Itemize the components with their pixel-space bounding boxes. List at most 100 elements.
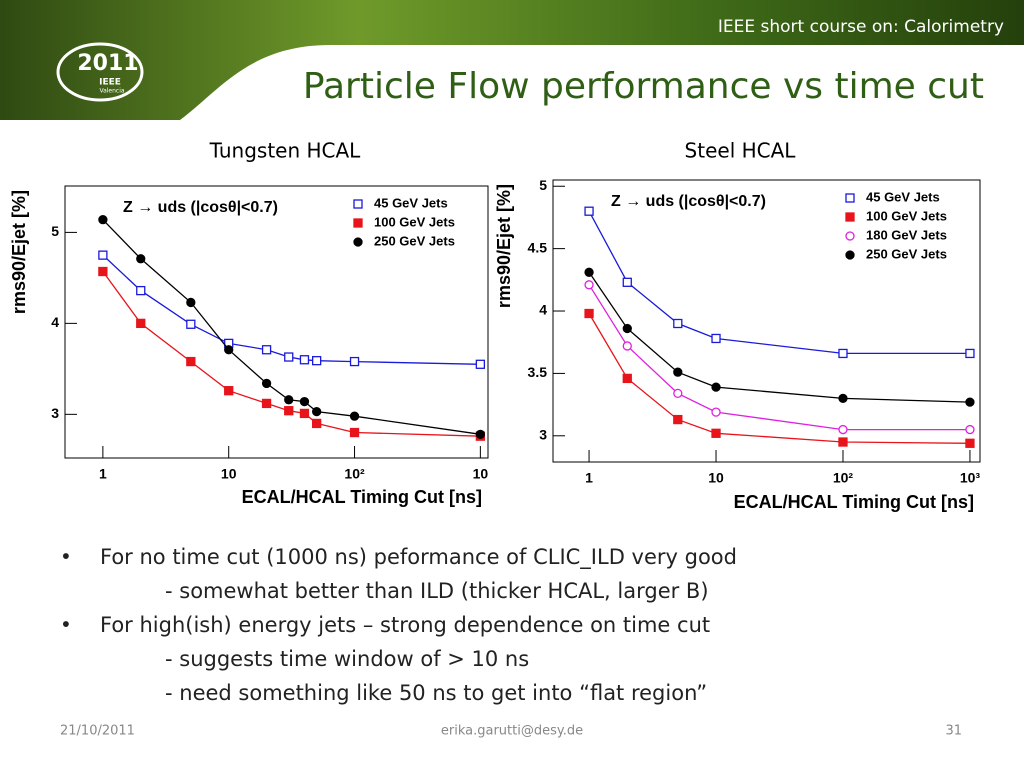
marker xyxy=(261,378,272,389)
sub-bullet: - suggests time window of > 10 ns xyxy=(165,647,529,671)
marker xyxy=(261,345,272,355)
marker xyxy=(299,355,310,365)
marker xyxy=(673,318,683,329)
marker xyxy=(349,411,360,421)
marker xyxy=(965,438,975,448)
series-line xyxy=(588,284,970,431)
chart-title: Steel HCAL xyxy=(685,139,797,163)
marker xyxy=(622,341,632,351)
legend-label: 250 GeV Jets xyxy=(866,246,947,261)
annotation: Z → uds (|cosθ|<0.7) xyxy=(123,199,278,216)
marker xyxy=(349,356,360,367)
y-tick-label: 3 xyxy=(539,426,547,442)
marker xyxy=(673,414,683,425)
marker xyxy=(186,297,196,308)
x-tick-label: 1 xyxy=(99,466,107,482)
marker xyxy=(584,206,594,216)
marker xyxy=(312,418,322,429)
marker xyxy=(965,397,975,407)
legend-marker xyxy=(845,193,855,203)
x-tick-label: 10² xyxy=(344,466,365,482)
sub-bullet: - need something like 50 ns to get into … xyxy=(165,681,707,705)
legend-label: 100 GeV Jets xyxy=(866,208,947,223)
marker xyxy=(98,250,108,260)
y-axis-label: rms90/Ejet [%] xyxy=(9,190,29,314)
legend-marker xyxy=(845,250,855,260)
marker xyxy=(711,428,721,438)
marker xyxy=(136,285,146,296)
bullet: For no time cut (1000 ns) peformance of … xyxy=(100,545,737,570)
marker xyxy=(622,323,632,334)
marker xyxy=(224,386,234,396)
x-axis-label: ECAL/HCAL Timing Cut [ns] xyxy=(734,492,974,512)
marker xyxy=(622,373,632,384)
series-line xyxy=(588,271,970,403)
sub-bullet: - somewhat better than ILD (thicker HCAL… xyxy=(165,579,709,603)
marker xyxy=(284,406,294,416)
marker xyxy=(312,356,322,366)
marker xyxy=(965,424,975,435)
annotation: Z → uds (|cosθ|<0.7) xyxy=(611,193,766,210)
series-line xyxy=(102,271,481,437)
y-tick-label: 5 xyxy=(51,223,59,239)
marker xyxy=(838,424,848,435)
x-tick-label: 10 xyxy=(708,470,724,486)
legend-marker xyxy=(353,199,363,209)
series-line xyxy=(102,254,481,365)
marker xyxy=(186,356,196,367)
y-axis-label: rms90/Ejet [%] xyxy=(494,184,514,308)
marker xyxy=(622,277,632,287)
banner xyxy=(0,0,1024,120)
legend-marker xyxy=(353,218,363,228)
x-tick-label: 10 xyxy=(221,466,237,482)
marker xyxy=(299,396,310,407)
marker xyxy=(475,429,486,439)
marker xyxy=(224,345,234,355)
marker xyxy=(711,407,721,417)
chart: Steel HCAL 3 3.5 4 4.5 5 1 10 10² 10³ ECAL/HCAL Ti… xyxy=(494,139,981,512)
chart: Tungsten HCAL 3 4 5 1 10 10² 10 ECAL/HCAL Timing… xyxy=(9,139,489,507)
x-tick-label: 1 xyxy=(585,470,593,486)
legend-label: 45 GeV Jets xyxy=(374,195,448,210)
marker xyxy=(673,367,683,377)
bullet-dot: • xyxy=(60,613,72,637)
footer-page: 31 xyxy=(945,724,962,739)
plot-frame xyxy=(552,179,981,463)
logo-ring xyxy=(56,42,144,102)
marker xyxy=(673,388,683,399)
marker xyxy=(838,348,848,359)
series-line xyxy=(102,219,481,435)
x-tick-label: 10³ xyxy=(960,470,981,486)
bullet-dot: • xyxy=(60,545,72,569)
marker xyxy=(711,333,721,344)
legend-marker xyxy=(845,212,855,222)
marker xyxy=(299,408,310,419)
y-tick-label: 3 xyxy=(51,405,59,421)
bullet: For high(ish) energy jets – strong depen… xyxy=(100,613,710,637)
marker xyxy=(284,352,294,362)
legend-marker xyxy=(353,237,363,247)
legend-label: 100 GeV Jets xyxy=(374,214,455,229)
footer-date: 21/10/2011 xyxy=(60,724,135,739)
logo-org: IEEE xyxy=(99,78,121,88)
logo-place: Valencia xyxy=(99,88,124,95)
marker xyxy=(312,406,322,417)
y-tick-label: 4 xyxy=(539,302,547,318)
marker xyxy=(838,437,848,447)
marker xyxy=(349,427,360,438)
y-tick-label: 4.5 xyxy=(528,239,548,255)
chart-title: Tungsten HCAL xyxy=(209,139,362,163)
marker xyxy=(838,393,848,404)
marker xyxy=(261,398,272,409)
marker xyxy=(284,395,294,405)
series-line xyxy=(588,313,970,444)
x-tick-label: 10 xyxy=(473,466,489,482)
marker xyxy=(475,359,486,369)
footer-author: erika.garutti@desy.de xyxy=(441,724,583,739)
legend-label: 180 GeV Jets xyxy=(866,227,947,242)
marker xyxy=(98,266,108,277)
marker xyxy=(136,254,146,264)
x-tick-label: 10² xyxy=(833,470,854,486)
series-line xyxy=(588,210,970,355)
